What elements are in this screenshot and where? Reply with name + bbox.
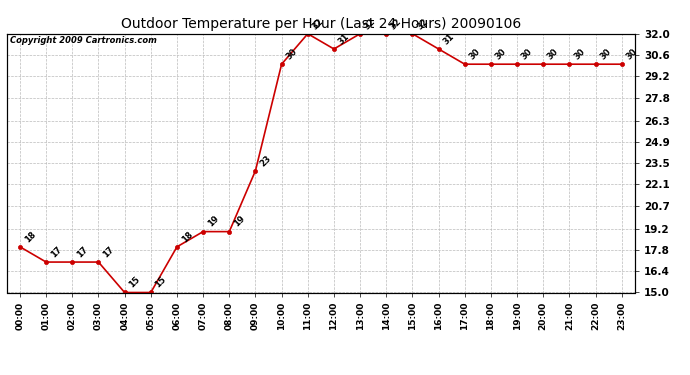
Text: 17: 17 xyxy=(75,245,90,259)
Text: 30: 30 xyxy=(493,47,508,62)
Text: 31: 31 xyxy=(337,32,351,46)
Text: 23: 23 xyxy=(258,153,273,168)
Text: 17: 17 xyxy=(101,245,116,259)
Text: 30: 30 xyxy=(572,47,586,62)
Text: 18: 18 xyxy=(179,230,195,244)
Text: 30: 30 xyxy=(546,47,560,62)
Text: 32: 32 xyxy=(415,16,430,31)
Text: 19: 19 xyxy=(206,214,221,229)
Text: 19: 19 xyxy=(232,214,246,229)
Text: 30: 30 xyxy=(520,47,534,62)
Text: 30: 30 xyxy=(468,47,482,62)
Text: 31: 31 xyxy=(442,32,456,46)
Text: 32: 32 xyxy=(389,16,404,31)
Text: 30: 30 xyxy=(284,47,299,62)
Text: 15: 15 xyxy=(154,275,168,290)
Text: 30: 30 xyxy=(598,47,613,62)
Text: 17: 17 xyxy=(49,245,63,259)
Text: 32: 32 xyxy=(363,16,377,31)
Text: Copyright 2009 Cartronics.com: Copyright 2009 Cartronics.com xyxy=(10,36,157,45)
Text: 32: 32 xyxy=(310,16,325,31)
Text: 30: 30 xyxy=(624,47,639,62)
Text: 18: 18 xyxy=(23,230,37,244)
Text: 15: 15 xyxy=(128,275,142,290)
Title: Outdoor Temperature per Hour (Last 24 Hours) 20090106: Outdoor Temperature per Hour (Last 24 Ho… xyxy=(121,17,521,31)
